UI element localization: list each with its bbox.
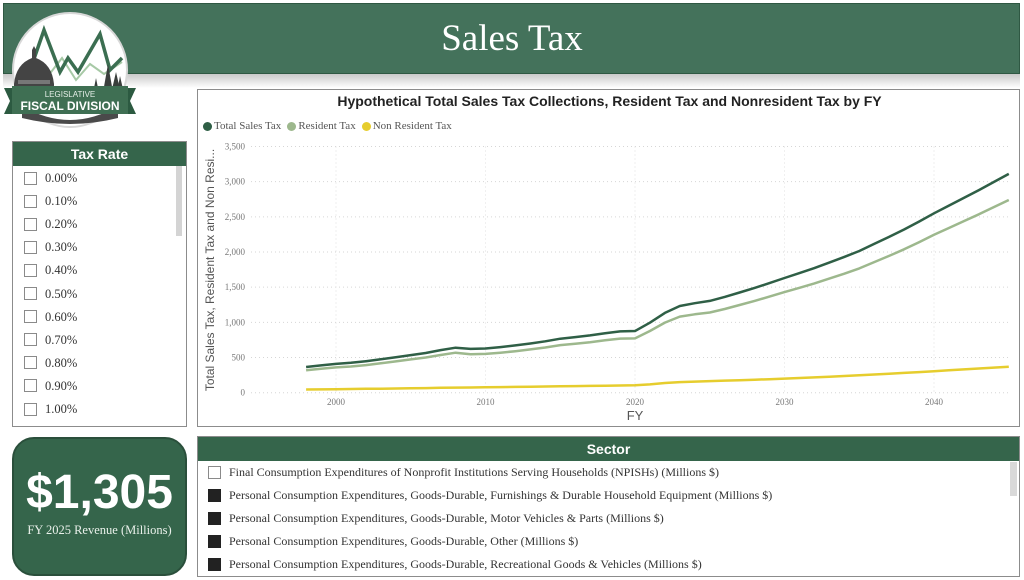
header-banner (3, 3, 1020, 74)
sector-option[interactable]: Personal Consumption Expenditures, Goods… (208, 532, 578, 550)
tax-rate-checkbox[interactable] (24, 310, 37, 324)
tax-rate-option-label: 0.60% (45, 309, 78, 324)
y-tick-label: 1,000 (225, 317, 246, 327)
y-tick-label: 3,500 (225, 142, 246, 152)
tax-rate-checkbox[interactable] (24, 263, 37, 277)
y-tick-label: 2,500 (225, 212, 246, 222)
legend-item[interactable]: Non Resident Tax (361, 120, 452, 132)
logo-mountain-line (24, 24, 124, 83)
tax-rate-option[interactable]: 0.50% (24, 285, 77, 303)
legend-dot-icon (287, 121, 297, 131)
y-axis-title: Total Sales Tax, Resident Tax and Non Re… (203, 149, 217, 391)
legend-dot-icon (203, 121, 212, 131)
tax-rate-option[interactable]: 0.70% (24, 331, 77, 349)
sector-option-label: Final Consumption Expenditures of Nonpro… (229, 465, 719, 479)
kpi-label: FY 2025 Revenue (Millions) (27, 523, 172, 537)
y-tick-label: 1,500 (225, 282, 246, 292)
tax-rate-option-label: 0.50% (45, 286, 78, 301)
tax-rate-option-label: 0.90% (45, 378, 78, 393)
non-resident-taxline-series-line (306, 365, 1009, 391)
page-title: Sales Tax (441, 18, 583, 59)
sector-checkbox[interactable] (208, 557, 221, 571)
y-tick-label: 500 (232, 353, 246, 363)
x-tick-label: 2030 (776, 397, 795, 407)
header-shadow (3, 74, 1020, 88)
fy2025-revenue-card: $1,305 FY 2025 Revenue (Millions) (12, 437, 187, 576)
tax-rate-slicer: Tax Rate 0.00% 0.10% 0.20% 0.30% 0.40% 0.50% 0… (12, 141, 187, 427)
legend-dot-icon (361, 121, 371, 131)
kpi-value: $1,305 (26, 466, 173, 519)
fiscal-division-logo: LEGISLATIVE FISCAL DIVISION (4, 12, 136, 128)
tax-rate-checkbox[interactable] (24, 379, 37, 393)
sector-option-label: Personal Consumption Expenditures, Goods… (229, 488, 773, 502)
sales-tax-line-chart: 0 500 1,000 1,500 2,000 2,500 3,000 3,500 2000 20… (197, 89, 1020, 427)
logo-text-fiscal-division: FISCAL DIVISION (20, 99, 119, 113)
legend-label: Resident Tax (298, 120, 356, 132)
x-tick-label: 2000 (327, 397, 346, 407)
sector-option[interactable]: Personal Consumption Expenditures, Goods… (208, 509, 664, 527)
tax-rate-option[interactable]: 0.90% (24, 377, 77, 395)
resident-taxline-series-line (305, 198, 1010, 372)
sector-option[interactable]: Personal Consumption Expenditures, Goods… (208, 555, 702, 573)
y-tick-label: 2,000 (225, 247, 246, 257)
tax-rate-option-label: 0.10% (45, 194, 78, 209)
x-tick-label: 2020 (626, 397, 645, 407)
logo-text-legislative: LEGISLATIVE (45, 90, 96, 99)
tax-rate-option-label: 1.00% (45, 402, 78, 416)
tax-rate-checkbox[interactable] (24, 402, 37, 416)
tax-rate-checkbox[interactable] (24, 194, 37, 208)
tax-rate-option[interactable]: 0.30% (24, 238, 77, 256)
tax-rate-option[interactable]: 0.40% (24, 261, 77, 279)
tax-rate-checkbox[interactable] (24, 287, 37, 300)
tax-rate-checkbox[interactable] (24, 217, 37, 231)
sector-checkbox[interactable] (208, 511, 221, 525)
sector-scrollbar[interactable] (1010, 462, 1017, 496)
legend-label: Total Sales Tax (214, 120, 282, 132)
tax-rate-option[interactable]: 0.00% (24, 169, 77, 187)
tax-rate-option-label: 0.70% (45, 332, 78, 347)
y-tick-label: 3,000 (225, 177, 246, 187)
tax-rate-checkbox[interactable] (24, 333, 37, 347)
tax-rate-option[interactable]: 1.00% (24, 400, 77, 418)
chart-title: Hypothetical Total Sales Tax Collections… (337, 93, 882, 109)
tax-rate-checkbox[interactable] (24, 356, 37, 370)
sector-option[interactable]: Final Consumption Expenditures of Nonpro… (208, 463, 719, 481)
tax-rate-option[interactable]: 0.20% (24, 215, 77, 233)
sector-option-label: Personal Consumption Expenditures, Goods… (229, 557, 702, 571)
chart-legend: Total Sales Tax Resident Tax Non Resident … (203, 120, 458, 132)
tax-rate-option-label: 0.00% (45, 171, 78, 185)
tax-rate-option-label: 0.30% (45, 240, 78, 255)
tax-rate-option-label: 0.40% (45, 263, 78, 278)
x-tick-label: 2040 (925, 397, 944, 407)
tax-rate-option-label: 0.80% (45, 355, 78, 370)
tax-rate-checkbox[interactable] (24, 171, 37, 185)
tax-rate-slicer-title: Tax Rate (13, 142, 186, 166)
y-tick-label: 0 (241, 388, 246, 398)
sector-checkbox[interactable] (208, 488, 221, 502)
tax-rate-scrollbar[interactable] (176, 166, 182, 236)
sector-checkbox[interactable] (208, 534, 221, 548)
x-axis-title: FY (627, 408, 644, 423)
logo-ribbon (12, 86, 128, 114)
sector-option[interactable]: Personal Consumption Expenditures, Goods… (208, 486, 772, 504)
sector-option-label: Personal Consumption Expenditures, Goods… (229, 511, 664, 525)
legend-item[interactable]: Total Sales Tax (203, 120, 281, 132)
tax-rate-option[interactable]: 0.60% (24, 308, 77, 326)
tax-rate-option[interactable]: 0.80% (24, 354, 77, 372)
tax-rate-checkbox[interactable] (24, 240, 37, 254)
chart-canvas: 0 500 1,000 1,500 2,000 2,500 3,000 3,500 2000 20… (203, 142, 1011, 423)
sector-checkbox[interactable] (208, 465, 221, 479)
sector-slicer: Sector Final Consumption Expenditures of… (197, 436, 1020, 577)
x-tick-label: 2010 (477, 397, 496, 407)
tax-rate-option-label: 0.20% (45, 217, 78, 232)
sector-slicer-title: Sector (198, 437, 1019, 461)
logo-base (22, 106, 118, 124)
tax-rate-option[interactable]: 0.10% (24, 192, 77, 210)
sector-option-label: Personal Consumption Expenditures, Goods… (229, 534, 579, 548)
legend-item[interactable]: Resident Tax (287, 120, 356, 132)
legend-label: Non Resident Tax (372, 120, 452, 132)
total-sales-taxline-series-line (305, 172, 1010, 369)
